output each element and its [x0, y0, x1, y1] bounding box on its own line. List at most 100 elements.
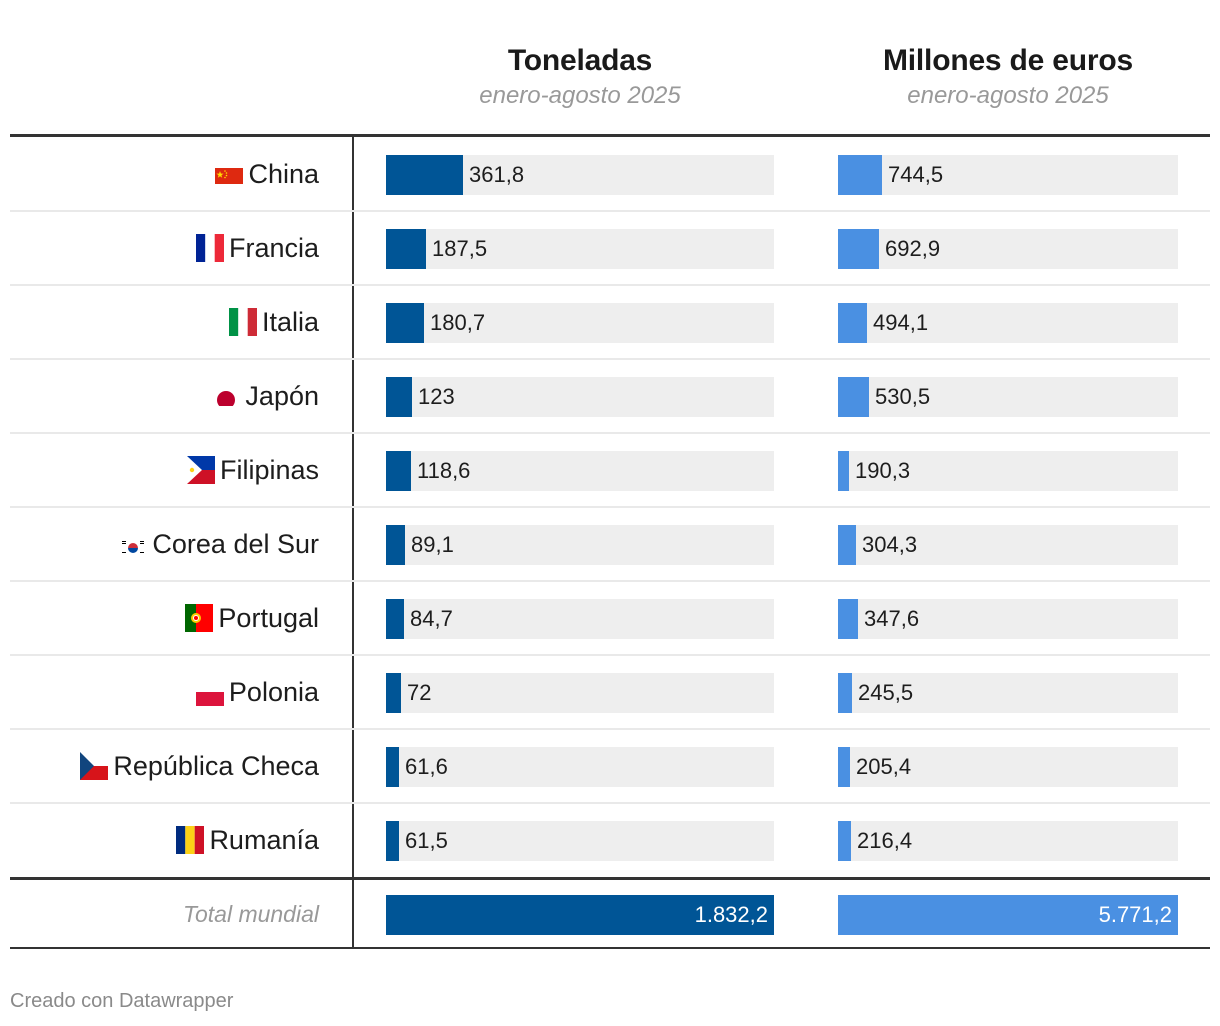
country-name: Japón [245, 380, 319, 411]
total-tons-track: 1.832,2 [386, 895, 774, 935]
euros-value-label: 692,9 [885, 236, 941, 261]
country-label: China [215, 137, 319, 211]
column-subtitle-euros: enero-agosto 2025 [907, 82, 1109, 109]
column-header-tonnes: Toneladas enero-agosto 2025 [386, 44, 774, 110]
country-label: Francia [195, 211, 319, 285]
euros-value-label: 190,3 [855, 458, 911, 483]
total-tons-value: 1.832,2 [694, 902, 768, 927]
euros-bar-track: 744,5 [838, 155, 1178, 195]
country-name: Polonia [228, 676, 319, 707]
china-flag-icon [215, 164, 244, 184]
table-row: Japón 123 530,5 [10, 359, 1210, 433]
euros-bar-track: 494,1 [838, 303, 1178, 343]
row-divider [10, 580, 1210, 582]
column-title-tonnes: Toneladas [507, 44, 653, 77]
tons-bar-track: 89,1 [386, 525, 774, 565]
tons-bar [386, 229, 426, 269]
table-row: China 361,8 744,5 [10, 137, 1210, 211]
column-header-euros: Millones de euros enero-agosto 2025 [808, 44, 1208, 110]
tons-bar [386, 303, 424, 343]
tons-value-label: 84,7 [410, 606, 453, 631]
country-name: Corea del Sur [152, 528, 319, 559]
philippines-flag-icon [186, 456, 215, 484]
row-divider [10, 506, 1210, 508]
tons-bar [386, 525, 405, 565]
euros-value-label: 216,4 [857, 828, 913, 853]
country-name: China [248, 158, 319, 189]
total-tons-bar [386, 895, 774, 935]
country-name: República Checa [113, 750, 319, 781]
tons-bar [386, 377, 412, 417]
table-row: Filipinas 118,6 190,3 [10, 433, 1210, 507]
column-title-euros: Millones de euros [883, 44, 1133, 77]
tons-bar-track: 123 [386, 377, 774, 417]
total-euros-track: 5.771,2 [838, 895, 1178, 935]
euros-value-label: 530,5 [875, 384, 931, 409]
country-label: Rumanía [176, 803, 319, 877]
tons-bar [386, 599, 404, 639]
euros-bar-track: 530,5 [838, 377, 1178, 417]
row-divider [10, 654, 1210, 656]
table-row: Rumanía 61,5 216,4 [10, 803, 1210, 877]
country-label: Polonia [195, 655, 319, 729]
table-row: República Checa 61,6 205,4 [10, 729, 1210, 803]
poland-flag-icon [195, 678, 224, 706]
row-divider [10, 284, 1210, 286]
tons-bar-track: 180,7 [386, 303, 774, 343]
tons-value-label: 61,6 [405, 754, 448, 779]
header-divider [10, 134, 1210, 137]
euros-bar [838, 821, 851, 861]
euros-bar-track: 216,4 [838, 821, 1178, 861]
total-column-divider [352, 880, 354, 948]
column-subtitle-tonnes: enero-agosto 2025 [479, 82, 681, 109]
tons-value-label: 61,5 [405, 828, 448, 853]
tons-value-label: 89,1 [411, 532, 454, 557]
country-name: Rumanía [209, 824, 319, 855]
euros-bar [838, 451, 849, 491]
euros-bar [838, 229, 879, 269]
total-label: Total mundial [183, 900, 319, 927]
country-label: República Checa [80, 729, 319, 803]
romania-flag-icon [176, 826, 205, 854]
footer-credit: Creado con Datawrapper [10, 990, 234, 1012]
euros-bar [838, 303, 867, 343]
tons-value-label: 187,5 [432, 236, 488, 261]
row-divider [10, 802, 1210, 804]
euros-value-label: 245,5 [858, 680, 914, 705]
euros-bar [838, 525, 856, 565]
row-divider [10, 358, 1210, 360]
tons-bar-track: 361,8 [386, 155, 774, 195]
japan-flag-icon [212, 386, 241, 406]
row-divider [10, 728, 1210, 730]
country-label: Corea del Sur [119, 507, 319, 581]
tons-value-label: 361,8 [469, 162, 525, 187]
country-label: Japón [212, 359, 319, 433]
euros-bar-track: 245,5 [838, 673, 1178, 713]
country-name: Italia [261, 306, 319, 337]
italy-flag-icon [228, 308, 257, 336]
euros-bar [838, 599, 858, 639]
tons-bar [386, 155, 463, 195]
country-label: Portugal [185, 581, 319, 655]
tons-value-label: 123 [418, 384, 455, 409]
table-row: Corea del Sur 89,1 304,3 [10, 507, 1210, 581]
country-name: Portugal [218, 602, 319, 633]
euros-bar-track: 304,3 [838, 525, 1178, 565]
tons-bar [386, 673, 401, 713]
portugal-flag-icon [185, 604, 214, 632]
euros-value-label: 347,6 [864, 606, 920, 631]
euros-bar [838, 155, 882, 195]
tons-value-label: 118,6 [417, 458, 471, 483]
total-euros-value: 5.771,2 [1098, 902, 1172, 927]
euros-bar [838, 747, 850, 787]
euros-bar-track: 205,4 [838, 747, 1178, 787]
tons-bar [386, 821, 399, 861]
euros-value-label: 744,5 [888, 162, 944, 187]
table-row: Polonia 72 245,5 [10, 655, 1210, 729]
euros-bar-track: 347,6 [838, 599, 1178, 639]
row-divider [10, 432, 1210, 434]
euros-value-label: 205,4 [856, 754, 912, 779]
tons-bar-track: 84,7 [386, 599, 774, 639]
total-euros-bar [838, 895, 1178, 935]
czech-republic-flag-icon [80, 752, 109, 780]
